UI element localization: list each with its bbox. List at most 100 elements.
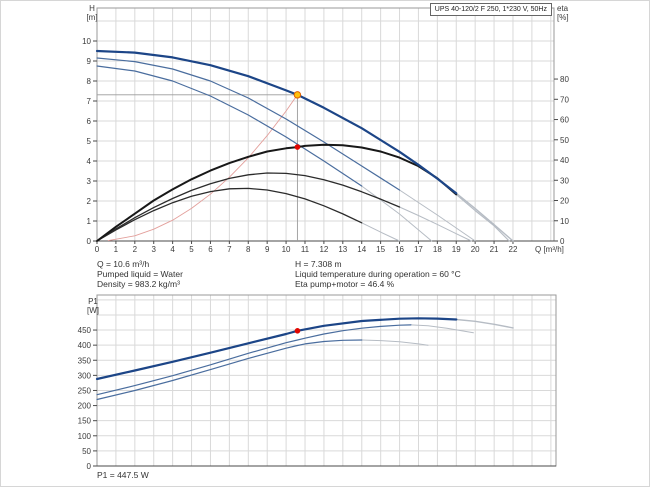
eta-curve-speed3 bbox=[96, 143, 458, 242]
svg-text:12: 12 bbox=[319, 245, 328, 254]
duty-point-eta[interactable] bbox=[294, 144, 301, 150]
svg-text:2: 2 bbox=[87, 197, 92, 206]
svg-text:300: 300 bbox=[78, 371, 92, 380]
svg-text:150: 150 bbox=[78, 417, 92, 426]
info-head: H = 7.308 m bbox=[295, 259, 342, 269]
p1-value-label: P1 = 447.5 W bbox=[97, 470, 149, 480]
eta-axis-header: eta [%] bbox=[557, 4, 579, 22]
svg-text:3: 3 bbox=[151, 245, 156, 254]
svg-text:400: 400 bbox=[78, 341, 92, 350]
svg-text:2: 2 bbox=[133, 245, 138, 254]
svg-text:4: 4 bbox=[87, 157, 92, 166]
p1-axis-unit: [W] bbox=[87, 306, 99, 315]
p1-curve-speed1-fade bbox=[361, 339, 429, 346]
svg-text:5: 5 bbox=[87, 137, 92, 146]
system-curve bbox=[107, 94, 298, 242]
svg-text:50: 50 bbox=[560, 136, 569, 145]
svg-text:11: 11 bbox=[301, 245, 310, 254]
svg-text:17: 17 bbox=[414, 245, 423, 254]
h-axis-unit: [m] bbox=[86, 13, 98, 22]
svg-text:18: 18 bbox=[433, 245, 442, 254]
h-axis-symbol: H bbox=[89, 4, 95, 13]
svg-text:0: 0 bbox=[87, 237, 92, 246]
svg-text:0: 0 bbox=[95, 245, 100, 254]
h-axis-header: H [m] bbox=[82, 4, 102, 22]
svg-text:100: 100 bbox=[78, 432, 92, 441]
svg-text:5: 5 bbox=[189, 245, 194, 254]
svg-text:14: 14 bbox=[357, 245, 366, 254]
duty-point-h[interactable] bbox=[293, 91, 302, 99]
svg-text:20: 20 bbox=[471, 245, 480, 254]
svg-text:250: 250 bbox=[78, 386, 92, 395]
svg-text:0: 0 bbox=[87, 462, 92, 471]
info-eta-pump-motor: Eta pump+motor = 46.4 % bbox=[295, 279, 395, 289]
svg-text:200: 200 bbox=[78, 402, 92, 411]
eta-curve-speed1 bbox=[96, 187, 363, 242]
duty-point-p1[interactable] bbox=[294, 328, 301, 334]
info-panel-col1: Q = 10.6 m³/h Pumped liquid = Water Dens… bbox=[97, 259, 183, 289]
svg-text:450: 450 bbox=[78, 326, 92, 335]
hq-eta-chart[interactable]: 0 1 2 3 4 5 6 7 8 9 10 11 12 13 14 15 16 17 18 19 20 21 220123… bbox=[82, 7, 569, 254]
info-flow: Q = 10.6 m³/h bbox=[97, 259, 150, 269]
chart-title-box: UPS 40-120/2 F 250, 1*230 V, 50Hz bbox=[429, 3, 552, 16]
p1-curve-speed1 bbox=[96, 339, 363, 401]
svg-text:10: 10 bbox=[82, 37, 91, 46]
svg-text:6: 6 bbox=[87, 117, 92, 126]
p1-curve-speed2 bbox=[96, 324, 412, 396]
svg-text:15: 15 bbox=[376, 245, 385, 254]
svg-text:20: 20 bbox=[560, 197, 569, 206]
hq-curve-speed3 bbox=[95, 49, 458, 195]
svg-text:8: 8 bbox=[246, 245, 251, 254]
svg-text:1: 1 bbox=[87, 217, 92, 226]
p1-axis-header: P1 [W] bbox=[83, 297, 103, 315]
q-axis-label: Q [m³/h] bbox=[535, 245, 564, 254]
p1-curve-speed2-fade bbox=[410, 324, 474, 334]
svg-text:22: 22 bbox=[509, 245, 518, 254]
svg-text:60: 60 bbox=[560, 116, 569, 125]
svg-text:70: 70 bbox=[560, 95, 569, 104]
svg-text:7: 7 bbox=[87, 97, 92, 106]
svg-text:40: 40 bbox=[560, 156, 569, 165]
svg-text:10: 10 bbox=[560, 217, 569, 226]
hq-curve-speed3-fade bbox=[455, 192, 514, 242]
eta-axis-symbol: eta bbox=[557, 4, 569, 13]
svg-text:1: 1 bbox=[114, 245, 119, 254]
hq-curve-speed1-fade bbox=[361, 185, 433, 242]
svg-text:50: 50 bbox=[82, 447, 91, 456]
hq-curve-speed2 bbox=[96, 57, 401, 191]
p1-curve-speed3 bbox=[95, 317, 458, 381]
eta-curve-speed2-fade bbox=[399, 206, 472, 242]
svg-text:13: 13 bbox=[338, 245, 347, 254]
svg-text:8: 8 bbox=[87, 77, 92, 86]
svg-text:19: 19 bbox=[452, 245, 461, 254]
eta-curve-speed3-fade bbox=[455, 193, 510, 242]
eta-axis-unit: [%] bbox=[557, 13, 569, 22]
eta-curve-speed2 bbox=[96, 172, 401, 242]
svg-text:4: 4 bbox=[170, 245, 175, 254]
hq-curve-speed1 bbox=[96, 65, 363, 187]
info-panel-col2: H = 7.308 m Liquid temperature during op… bbox=[295, 259, 461, 289]
info-liquid-temp: Liquid temperature during operation = 60… bbox=[295, 269, 461, 279]
svg-text:80: 80 bbox=[560, 75, 569, 84]
svg-text:16: 16 bbox=[395, 245, 404, 254]
p1-chart[interactable]: 0 50 100 150 200 250 300 350 400 450 bbox=[78, 294, 557, 471]
svg-text:10: 10 bbox=[282, 245, 291, 254]
hq-curve-speed2-fade bbox=[399, 189, 476, 242]
svg-text:9: 9 bbox=[265, 245, 270, 254]
svg-text:30: 30 bbox=[560, 176, 569, 185]
svg-text:21: 21 bbox=[490, 245, 499, 254]
p1-curve-speed3-fade bbox=[455, 318, 514, 329]
svg-text:0: 0 bbox=[560, 237, 565, 246]
svg-text:7: 7 bbox=[227, 245, 232, 254]
plot-border bbox=[96, 294, 557, 467]
svg-text:350: 350 bbox=[78, 356, 92, 365]
info-density: Density = 983.2 kg/m³ bbox=[97, 279, 180, 289]
info-pumped-liquid: Pumped liquid = Water bbox=[97, 269, 183, 279]
p1-axis-symbol: P1 bbox=[88, 297, 98, 306]
svg-text:6: 6 bbox=[208, 245, 213, 254]
pump-title: UPS 40-120/2 F 250, 1*230 V, 50Hz bbox=[434, 6, 547, 13]
svg-text:3: 3 bbox=[87, 177, 92, 186]
eta-curve-speed1-fade bbox=[361, 222, 400, 242]
